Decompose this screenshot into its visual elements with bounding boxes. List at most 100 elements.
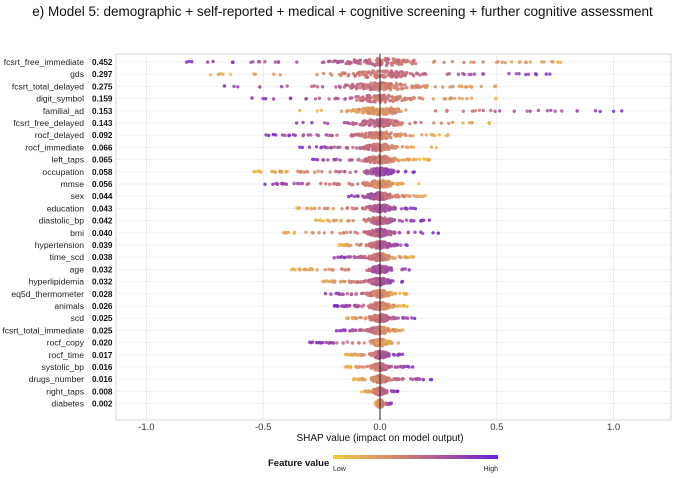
shap-point: [368, 255, 372, 259]
feature-label: fcsrt_total_delayed: [12, 81, 84, 91]
shap-point: [221, 72, 225, 76]
shap-point: [392, 58, 396, 62]
shap-point: [356, 352, 360, 357]
shap-point: [396, 353, 400, 357]
shap-point: [354, 87, 359, 91]
shap-point: [388, 157, 392, 162]
shap-point: [358, 62, 363, 66]
shap-point: [280, 133, 285, 137]
shap-point: [309, 340, 313, 345]
shap-point: [369, 280, 373, 284]
shap-point: [290, 267, 294, 272]
shap-point: [404, 169, 408, 173]
shap-point: [334, 85, 338, 89]
feature-label: diabetes: [52, 399, 85, 409]
shap-point: [442, 60, 446, 64]
shap-point: [419, 120, 423, 125]
shap-point: [329, 268, 334, 272]
shap-point: [328, 170, 332, 174]
shap-point: [525, 109, 529, 113]
shap-point: [367, 169, 372, 173]
shap-point: [375, 243, 380, 247]
shap-point: [389, 82, 393, 86]
shap-point: [352, 255, 356, 259]
shap-point: [356, 61, 360, 65]
shap-point: [360, 304, 364, 309]
shap-point: [333, 280, 337, 284]
shap-point: [398, 304, 403, 308]
feature-label: rocf_delayed: [35, 130, 84, 140]
shap-point: [367, 61, 371, 66]
shap-point: [397, 62, 401, 66]
shap-point: [379, 227, 384, 231]
shap-point: [388, 119, 393, 123]
shap-point: [390, 195, 394, 199]
shap-point: [381, 391, 385, 395]
shap-point: [413, 316, 417, 321]
shap-point: [384, 82, 388, 86]
shap-point: [392, 218, 397, 222]
shap-point: [347, 194, 351, 199]
shap-point: [344, 146, 348, 150]
shap-point: [462, 72, 466, 77]
shap-point: [369, 354, 374, 358]
shap-point: [374, 73, 379, 78]
shap-point: [394, 96, 398, 101]
feature-importance: 0.017: [92, 351, 113, 360]
shap-point: [393, 60, 398, 65]
shap-point: [398, 95, 402, 100]
shap-point: [338, 242, 342, 247]
shap-point: [343, 170, 347, 174]
shap-point: [349, 352, 354, 357]
shap-point: [424, 133, 429, 137]
legend-colorbar: [333, 455, 498, 459]
shap-point: [371, 326, 375, 330]
shap-point: [324, 182, 328, 186]
shap-point: [374, 289, 379, 293]
shap-point: [469, 60, 473, 64]
shap-point: [368, 123, 372, 127]
shap-point: [381, 147, 385, 152]
shap-point: [387, 193, 392, 197]
shap-point: [413, 230, 417, 234]
shap-point: [389, 243, 393, 247]
shap-point: [375, 229, 380, 233]
shap-point: [385, 160, 389, 164]
shap-point: [410, 84, 414, 88]
shap-point: [384, 232, 389, 237]
shap-point: [545, 109, 549, 113]
shap-point: [375, 368, 379, 372]
shap-point: [358, 58, 362, 62]
shap-point: [375, 377, 379, 381]
shap-point: [376, 327, 380, 331]
shap-point: [351, 134, 355, 138]
shap-point: [393, 111, 397, 115]
shap-point: [400, 377, 404, 382]
shap-point: [340, 243, 345, 248]
feature-importance: 0.002: [92, 400, 113, 409]
shap-point: [403, 158, 407, 162]
shap-point: [415, 194, 420, 198]
shap-point: [405, 86, 409, 90]
shap-point: [446, 133, 450, 137]
shap-point: [347, 219, 351, 223]
x-tick-label: 0.0: [373, 422, 386, 433]
shap-point: [382, 143, 386, 147]
shap-point: [548, 72, 552, 76]
shap-point: [362, 159, 367, 163]
shap-point: [272, 72, 276, 76]
shap-point: [373, 99, 377, 103]
shap-point: [333, 59, 337, 63]
shap-point: [315, 340, 319, 345]
shap-point: [397, 158, 401, 163]
shap-point: [373, 352, 377, 356]
shap-point: [395, 87, 399, 91]
feature-importance: 0.092: [92, 131, 113, 140]
feature-label: age: [70, 264, 85, 274]
shap-point: [528, 109, 532, 113]
shap-point: [301, 134, 305, 138]
shap-point: [414, 157, 418, 162]
shap-point: [316, 158, 320, 162]
shap-point: [332, 157, 336, 162]
shap-point: [382, 207, 386, 212]
